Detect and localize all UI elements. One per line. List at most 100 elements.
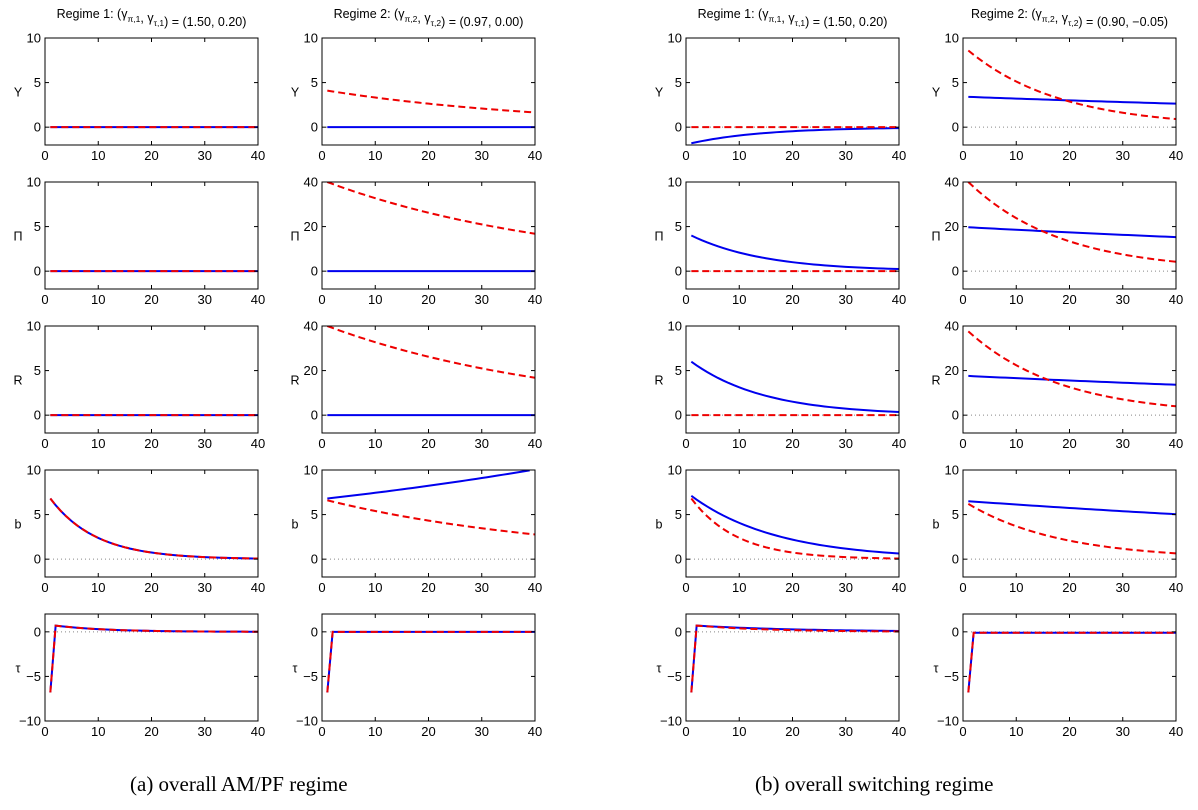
x-tick-label: 30 <box>475 292 489 307</box>
y-tick-label: 5 <box>34 219 41 234</box>
y-tick-label: 10 <box>668 31 682 46</box>
x-tick-label: 0 <box>41 724 48 739</box>
subplot-b2-row-3: 0 10 20 30 40 0 20 40 R <box>931 319 1183 452</box>
x-tick-label: 30 <box>1116 724 1130 739</box>
x-tick-label: 10 <box>1009 292 1023 307</box>
y-tick-label: 20 <box>304 219 318 234</box>
y-axis-label: R <box>290 374 299 388</box>
x-tick-label: 20 <box>144 724 158 739</box>
axes-frame <box>44 181 259 290</box>
x-tick-label: 40 <box>528 436 542 451</box>
x-tick-label: 40 <box>528 292 542 307</box>
dashed-series-line <box>967 631 1176 693</box>
subplot-b2-row-4: 0 10 20 30 40 0 5 10 b <box>933 463 1184 596</box>
x-tick-label: 10 <box>91 580 105 595</box>
x-tick-label: 10 <box>1009 724 1023 739</box>
x-tick-label: 30 <box>475 580 489 595</box>
y-tick-label: 10 <box>27 175 41 190</box>
x-tick-label: 0 <box>41 292 48 307</box>
x-tick-label: 20 <box>421 148 435 163</box>
y-axis-label: Π <box>931 230 940 244</box>
y-tick-label: 0 <box>34 408 41 423</box>
x-tick-label: 30 <box>1116 580 1130 595</box>
x-tick-label: 20 <box>421 292 435 307</box>
x-tick-label: 10 <box>1009 148 1023 163</box>
subplot-b1-row-1: 0 10 20 30 40 0 5 10 Y <box>655 31 906 164</box>
x-tick-label: 20 <box>785 724 799 739</box>
chart-column-a-2: Regime 2: (γπ,2, γτ,2) = (0.97, 0.00)0 10… <box>290 7 542 739</box>
x-tick-label: 40 <box>892 148 906 163</box>
y-tick-label: 5 <box>311 75 318 90</box>
y-tick-label: 0 <box>952 264 959 279</box>
x-tick-label: 0 <box>41 436 48 451</box>
y-tick-label: 0 <box>311 552 318 567</box>
y-axis-label: b <box>15 518 22 532</box>
x-tick-label: 40 <box>251 436 265 451</box>
x-tick-label: 30 <box>839 580 853 595</box>
y-tick-label: 40 <box>304 319 318 334</box>
solid-series-line <box>690 624 899 693</box>
axes-frame <box>321 325 536 434</box>
x-tick-label: 10 <box>91 292 105 307</box>
subplot-a1-row-3: 0 10 20 30 40 0 5 10 R <box>13 319 265 452</box>
y-axis-label: τ <box>934 662 939 676</box>
y-tick-label: 10 <box>668 463 682 478</box>
axes-frame <box>44 325 259 434</box>
y-tick-label: 40 <box>304 175 318 190</box>
x-tick-label: 0 <box>959 436 966 451</box>
axes-frame <box>44 469 259 578</box>
subplot-a2-row-4: 0 10 20 30 40 0 5 10 b <box>292 463 543 596</box>
solid-series-line <box>49 497 258 560</box>
y-tick-label: 0 <box>34 552 41 567</box>
x-tick-label: 40 <box>1169 724 1183 739</box>
x-tick-label: 10 <box>732 292 746 307</box>
y-tick-label: 0 <box>952 120 959 135</box>
x-tick-label: 10 <box>732 148 746 163</box>
x-tick-label: 40 <box>1169 436 1183 451</box>
y-tick-label: 5 <box>34 507 41 522</box>
y-axis-label: b <box>292 518 299 532</box>
chart-title: Regime 2: (γπ,2, γτ,2) = (0.90, −0.05) <box>971 7 1168 29</box>
y-tick-label: 10 <box>27 31 41 46</box>
dashed-series-line <box>326 630 535 693</box>
y-axis-label: R <box>931 374 940 388</box>
x-tick-label: 30 <box>1116 436 1130 451</box>
y-tick-label: 0 <box>34 120 41 135</box>
x-tick-label: 30 <box>198 148 212 163</box>
y-tick-label: −10 <box>296 714 318 729</box>
x-tick-label: 40 <box>528 148 542 163</box>
x-tick-label: 0 <box>318 724 325 739</box>
x-tick-label: 40 <box>528 724 542 739</box>
x-tick-label: 20 <box>1062 580 1076 595</box>
subplot-a2-row-1: 0 10 20 30 40 0 5 10 Y <box>291 31 542 164</box>
x-tick-label: 0 <box>959 580 966 595</box>
y-tick-label: −10 <box>19 714 41 729</box>
axes-frame <box>962 37 1177 146</box>
x-tick-label: 30 <box>839 436 853 451</box>
dashed-series-line <box>326 326 535 379</box>
y-tick-label: 5 <box>675 75 682 90</box>
y-tick-label: 5 <box>675 219 682 234</box>
x-tick-label: 10 <box>1009 436 1023 451</box>
x-tick-label: 20 <box>1062 436 1076 451</box>
y-tick-label: 0 <box>311 408 318 423</box>
x-tick-label: 0 <box>682 436 689 451</box>
y-axis-label: τ <box>16 662 21 676</box>
y-tick-label: 5 <box>675 507 682 522</box>
x-tick-label: 40 <box>892 580 906 595</box>
x-tick-label: 20 <box>421 436 435 451</box>
y-tick-label: 20 <box>304 363 318 378</box>
x-tick-label: 0 <box>682 148 689 163</box>
x-tick-label: 40 <box>251 148 265 163</box>
subplot-a1-row-4: 0 10 20 30 40 0 5 10 b <box>15 463 266 596</box>
x-tick-label: 30 <box>1116 148 1130 163</box>
x-tick-label: 10 <box>368 724 382 739</box>
y-tick-label: 0 <box>675 120 682 135</box>
dashed-series-line <box>49 497 258 560</box>
subplot-b2-row-2: 0 10 20 30 40 0 20 40 Π <box>931 175 1183 308</box>
x-tick-label: 0 <box>318 436 325 451</box>
y-tick-label: 0 <box>34 264 41 279</box>
dashed-series-line <box>49 624 258 693</box>
y-tick-label: 0 <box>34 624 41 639</box>
dashed-series-line <box>967 330 1176 408</box>
